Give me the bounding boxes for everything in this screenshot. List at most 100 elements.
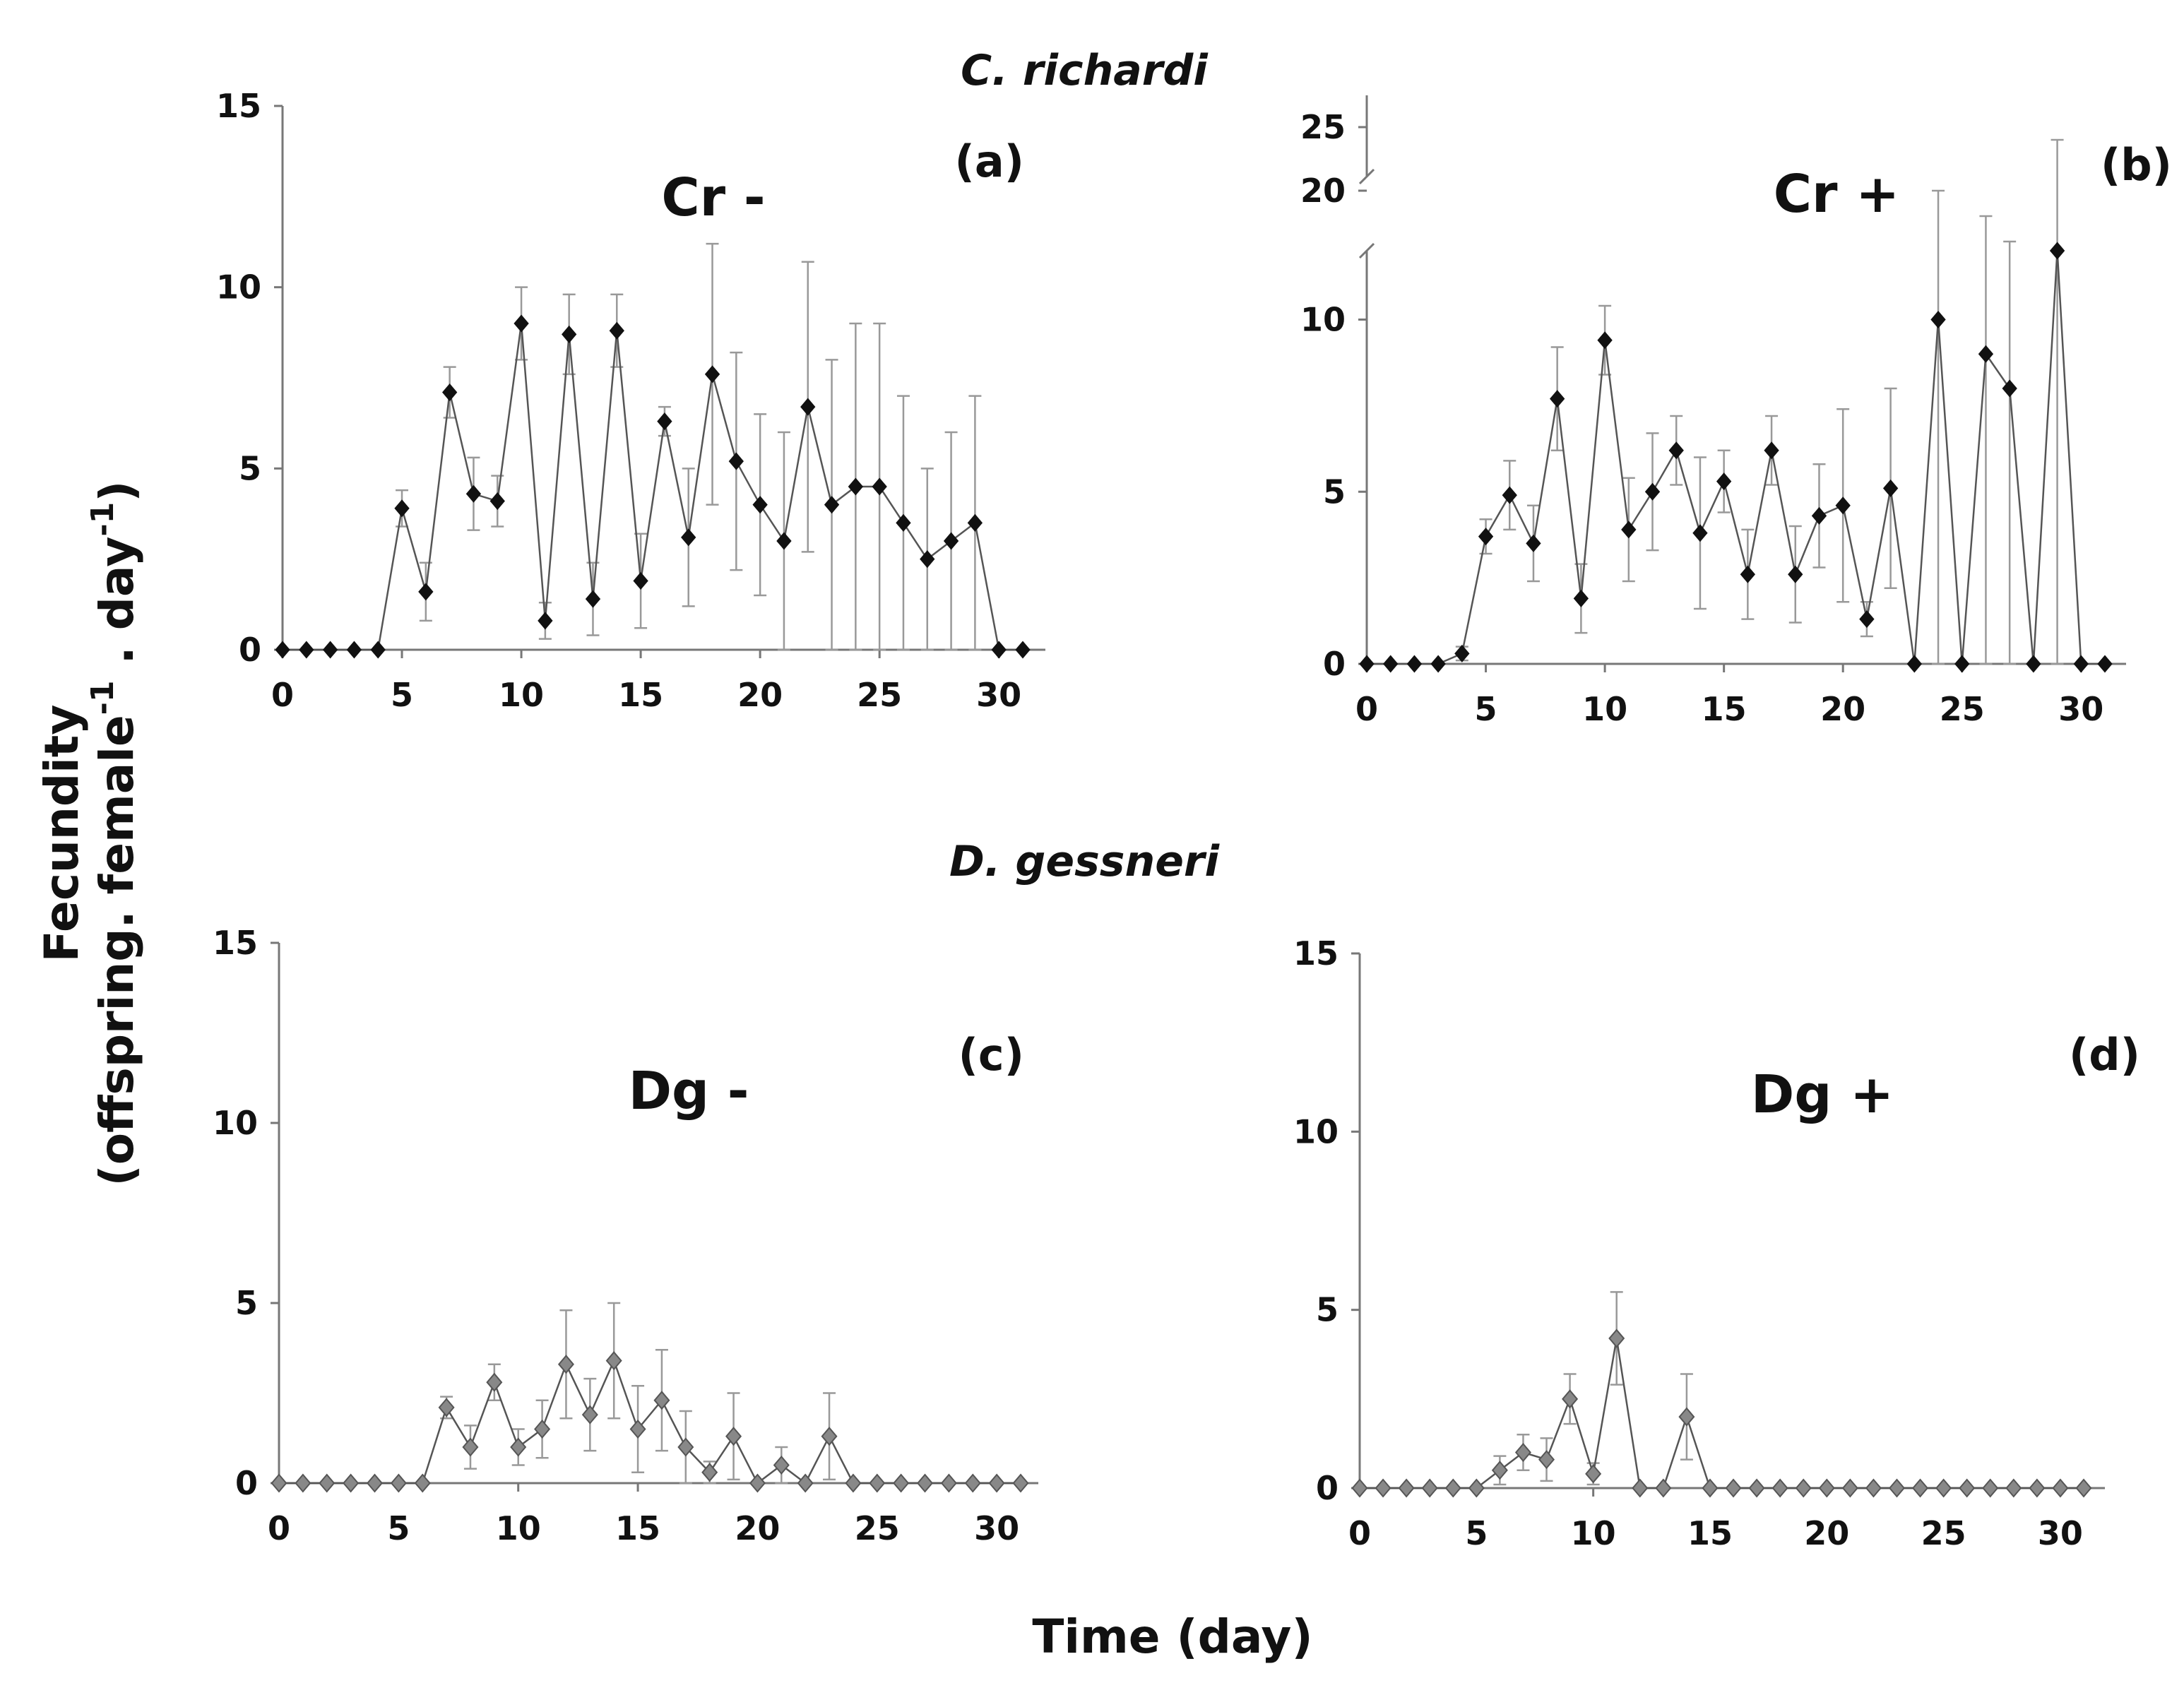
- y-axis-units-end: ): [90, 481, 144, 502]
- y-tick-label: 5: [1323, 472, 1346, 511]
- data-point-marker: [1454, 644, 1470, 662]
- data-point-marker: [677, 1437, 694, 1457]
- data-point-marker: [557, 1355, 574, 1374]
- series-line: [1367, 250, 2105, 665]
- x-tick-label: 0: [1348, 1514, 1371, 1552]
- panel-d-dg-plus: 0 5 10 15 0 5 10 15 20 25 30 Dg + (d): [1293, 934, 2140, 1552]
- data-point-marker: [1015, 641, 1031, 659]
- x-tick-label: 30: [974, 1509, 1019, 1547]
- data-point-marker: [704, 365, 720, 383]
- data-point-marker: [653, 1391, 670, 1410]
- x-axis-label: Time (day): [1032, 1610, 1312, 1664]
- x-tick-label: 10: [496, 1509, 541, 1547]
- data-point-marker: [1398, 1478, 1415, 1498]
- data-point-marker: [1621, 521, 1637, 539]
- y-tick-label: 15: [213, 924, 258, 962]
- data-point-marker: [1359, 655, 1375, 673]
- data-point-marker: [462, 1437, 479, 1457]
- data-point-marker: [538, 612, 553, 630]
- panel-b-cr-plus: 0 5 10 20 25 0 5 10 15 20 25 30 Cr + (b): [1300, 95, 2172, 728]
- data-point-marker: [319, 1473, 336, 1493]
- data-point-marker: [1406, 655, 1423, 673]
- data-point-marker: [752, 496, 768, 514]
- data-point-marker: [657, 412, 672, 431]
- data-point-marker: [1692, 524, 1708, 542]
- y-axis-break-mark: [1358, 242, 1375, 259]
- y-axis-break-mark: [1358, 168, 1375, 185]
- data-point-marker: [562, 325, 577, 343]
- species-heading-bottom: D. gessneri: [949, 837, 1221, 886]
- data-point-marker: [1725, 1478, 1742, 1498]
- data-point-marker: [725, 1427, 742, 1446]
- data-point-marker: [1430, 655, 1446, 673]
- y-tick-label: 0: [1323, 645, 1346, 683]
- data-point-marker: [2073, 655, 2089, 673]
- y-tick-label: 10: [1300, 301, 1346, 339]
- data-point-marker: [629, 1419, 646, 1439]
- panel-label: (d): [2069, 1029, 2140, 1081]
- data-point-marker: [988, 1473, 1005, 1493]
- data-point-marker: [1748, 1478, 1765, 1498]
- data-point-marker: [275, 641, 290, 659]
- data-point-marker: [2029, 1478, 2046, 1498]
- x-tick-label: 25: [855, 1509, 900, 1547]
- data-point-marker: [1491, 1461, 1508, 1480]
- data-point-marker: [943, 532, 959, 550]
- data-point-marker: [2002, 379, 2017, 398]
- data-point-marker: [510, 1437, 527, 1457]
- x-tick-label: 5: [387, 1509, 410, 1547]
- data-point-marker: [271, 1473, 287, 1493]
- data-point-marker: [1383, 655, 1399, 673]
- y-tick-label: 20: [1300, 172, 1346, 210]
- data-point-marker: [1882, 479, 1899, 497]
- data-point-marker: [967, 513, 983, 532]
- x-tick-label: 0: [1355, 690, 1378, 728]
- data-point-marker: [1421, 1478, 1438, 1498]
- data-point-marker: [824, 496, 840, 514]
- data-point-marker: [872, 477, 887, 496]
- data-point-marker: [1906, 655, 1922, 673]
- x-tick-label: 15: [1687, 1514, 1733, 1552]
- x-tick-label: 10: [1571, 1514, 1616, 1552]
- data-point-marker: [1912, 1478, 1929, 1498]
- data-point-marker: [366, 1473, 383, 1493]
- chart-title: Cr +: [1774, 164, 1900, 225]
- data-point-marker: [848, 477, 864, 496]
- data-point-marker: [940, 1473, 957, 1493]
- data-point-marker: [1930, 310, 1946, 329]
- y-tick-label: 10: [216, 268, 261, 307]
- data-point-marker: [343, 1473, 360, 1493]
- y-tick-label: 5: [1316, 1291, 1339, 1329]
- data-point-marker: [414, 1473, 431, 1493]
- data-point-marker: [1478, 528, 1494, 546]
- x-tick-label: 10: [1582, 690, 1627, 728]
- data-point-marker: [1573, 589, 1589, 607]
- data-point-marker: [773, 1455, 790, 1475]
- y-axis-units-sup1: -1: [85, 680, 121, 715]
- data-point-marker: [390, 1473, 407, 1493]
- x-tick-label: 30: [976, 676, 1021, 714]
- y-tick-label: 15: [216, 87, 261, 125]
- data-point-marker: [1678, 1407, 1695, 1427]
- data-point-marker: [964, 1473, 981, 1493]
- data-point-marker: [776, 532, 792, 550]
- x-tick-label: 0: [268, 1509, 290, 1547]
- x-tick-label: 15: [618, 676, 663, 714]
- data-point-marker: [1375, 1478, 1391, 1498]
- data-point-marker: [681, 528, 696, 547]
- data-point-marker: [893, 1473, 910, 1493]
- data-point-marker: [465, 484, 482, 503]
- y-tick-label: 5: [239, 449, 261, 487]
- y-tick-label: 5: [235, 1284, 258, 1322]
- data-point-marker: [1788, 565, 1803, 583]
- x-tick-label: 20: [735, 1509, 780, 1547]
- data-point-marker: [295, 1473, 311, 1493]
- data-point-marker: [609, 321, 624, 340]
- chart-title: Dg +: [1751, 1064, 1894, 1125]
- species-heading-top: C. richardi: [961, 46, 1209, 95]
- x-tick-label: 25: [857, 676, 902, 714]
- data-point-marker: [1935, 1478, 1952, 1498]
- data-point-marker: [322, 641, 338, 659]
- x-tick-label: 20: [1820, 690, 1865, 728]
